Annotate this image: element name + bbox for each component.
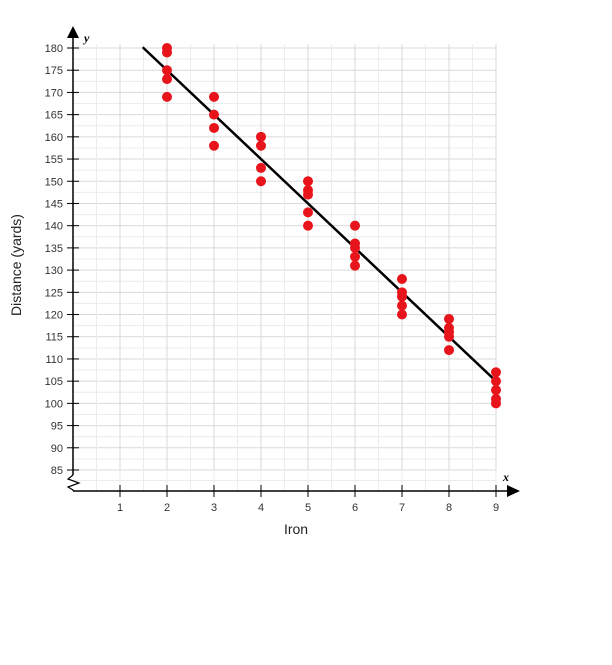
data-point bbox=[162, 47, 172, 58]
x-axis-letter: x bbox=[502, 470, 509, 484]
x-tick-label: 1 bbox=[117, 502, 123, 514]
ticks: 8590951001051101151201251301351401451501… bbox=[45, 43, 499, 514]
y-tick-label: 130 bbox=[45, 265, 63, 277]
x-tick-label: 4 bbox=[258, 502, 264, 514]
y-tick-label: 135 bbox=[45, 243, 63, 255]
grid bbox=[73, 44, 497, 491]
data-point bbox=[209, 140, 219, 151]
data-point bbox=[209, 91, 219, 102]
y-tick-label: 125 bbox=[45, 287, 63, 299]
y-tick-label: 85 bbox=[51, 465, 63, 477]
y-tick-label: 95 bbox=[51, 421, 63, 433]
data-point bbox=[444, 331, 454, 342]
x-tick-label: 5 bbox=[305, 502, 311, 514]
y-tick-label: 170 bbox=[45, 87, 63, 99]
data-point bbox=[444, 345, 454, 356]
y-axis-arrow bbox=[67, 26, 79, 38]
data-point bbox=[397, 273, 407, 284]
data-point bbox=[397, 291, 407, 302]
data-point bbox=[162, 74, 172, 85]
data-point bbox=[303, 176, 313, 187]
y-tick-label: 115 bbox=[45, 332, 63, 344]
x-tick-label: 7 bbox=[399, 502, 405, 514]
y-tick-label: 110 bbox=[45, 354, 63, 366]
data-point bbox=[256, 131, 266, 142]
data-point bbox=[256, 162, 266, 173]
data-point bbox=[350, 242, 360, 253]
data-point bbox=[491, 367, 501, 378]
x-tick-label: 6 bbox=[352, 502, 358, 514]
data-point bbox=[162, 65, 172, 76]
x-tick-label: 8 bbox=[446, 502, 452, 514]
y-tick-label: 145 bbox=[45, 198, 63, 210]
data-point bbox=[209, 109, 219, 120]
data-points bbox=[162, 43, 501, 409]
y-tick-label: 160 bbox=[45, 132, 63, 144]
data-point bbox=[162, 91, 172, 102]
y-tick-label: 180 bbox=[45, 43, 63, 55]
data-point bbox=[397, 300, 407, 311]
data-point bbox=[491, 385, 501, 396]
x-axis-arrow bbox=[507, 485, 520, 497]
data-point bbox=[209, 122, 219, 133]
y-tick-label: 120 bbox=[45, 310, 63, 322]
axes bbox=[66, 26, 520, 497]
y-tick-label: 90 bbox=[51, 443, 63, 455]
data-point bbox=[397, 309, 407, 320]
data-point bbox=[350, 260, 360, 271]
y-tick-label: 140 bbox=[45, 221, 63, 233]
data-point bbox=[444, 313, 454, 324]
y-axis-letter: y bbox=[82, 31, 90, 45]
data-point bbox=[350, 251, 360, 262]
x-tick-label: 3 bbox=[211, 502, 217, 514]
y-tick-label: 100 bbox=[45, 398, 63, 410]
axis-break bbox=[66, 474, 81, 491]
y-tick-label: 150 bbox=[45, 176, 63, 188]
x-axis-title: Iron bbox=[284, 521, 308, 537]
x-tick-label: 9 bbox=[493, 502, 499, 514]
data-point bbox=[303, 189, 313, 200]
y-tick-label: 175 bbox=[45, 65, 63, 77]
data-point bbox=[350, 220, 360, 231]
x-tick-label: 2 bbox=[164, 502, 170, 514]
y-axis-title: Distance (yards) bbox=[8, 214, 24, 316]
y-tick-label: 155 bbox=[45, 154, 63, 166]
trend-line-layer bbox=[142, 46, 498, 383]
y-tick-label: 105 bbox=[45, 376, 63, 388]
data-point bbox=[491, 376, 501, 387]
data-point bbox=[303, 207, 313, 218]
data-point bbox=[256, 140, 266, 151]
data-point bbox=[303, 220, 313, 231]
data-point bbox=[256, 176, 266, 187]
trend-line bbox=[142, 46, 498, 383]
data-point bbox=[491, 398, 501, 409]
y-tick-label: 165 bbox=[45, 110, 63, 122]
